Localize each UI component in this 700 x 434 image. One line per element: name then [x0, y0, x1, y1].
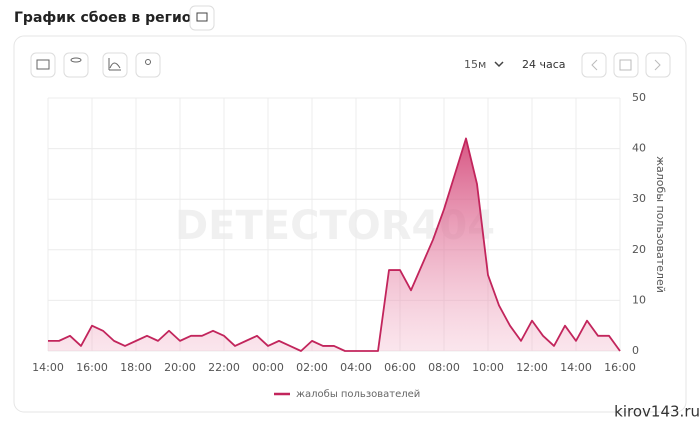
- data-button[interactable]: [63, 52, 89, 78]
- x-tick-label: 06:00: [384, 361, 416, 374]
- db-icon: [70, 57, 82, 63]
- x-tick-label: 04:00: [340, 361, 372, 374]
- y-tick-label: 50: [632, 91, 646, 104]
- prev-icon: [591, 59, 598, 71]
- x-tick-label: 14:00: [560, 361, 592, 374]
- camera-icon: [36, 59, 50, 70]
- line: [48, 137, 621, 352]
- interval-select[interactable]: 15м: [464, 58, 486, 71]
- chart-card: [13, 35, 687, 413]
- next-icon: [654, 59, 661, 71]
- next-button[interactable]: [645, 52, 671, 78]
- y-tick-label: 0: [632, 344, 639, 357]
- user-icon: [145, 59, 151, 65]
- calendar-button[interactable]: [613, 52, 639, 78]
- page-title: График сбоев в регионе: [14, 10, 211, 26]
- x-tick-label: 18:00: [120, 361, 152, 374]
- y-tick-label: 40: [632, 142, 646, 155]
- x-tick-label: 16:00: [76, 361, 108, 374]
- x-tick-label: 12:00: [516, 361, 548, 374]
- y-axis-title: жалобы пользователей: [654, 156, 667, 293]
- chart-icon: [108, 58, 121, 71]
- site-watermark: kirov143.ru: [614, 403, 700, 421]
- range-label[interactable]: 24 часа: [522, 58, 566, 71]
- y-tick-label: 30: [632, 192, 646, 205]
- x-tick-label: 20:00: [164, 361, 196, 374]
- user-button[interactable]: [135, 52, 161, 78]
- camera-button[interactable]: [30, 52, 56, 78]
- toolbar-left: [30, 52, 161, 78]
- chevron: [494, 61, 504, 68]
- view-icon: [196, 12, 208, 22]
- x-tick-label: 22:00: [208, 361, 240, 374]
- x-tick-label: 02:00: [296, 361, 328, 374]
- legend-label: жалобы пользователей: [296, 389, 420, 400]
- x-tick-label: 00:00: [252, 361, 284, 374]
- x-tick-label: 08:00: [428, 361, 460, 374]
- view-button[interactable]: [189, 5, 215, 31]
- prev-button[interactable]: [581, 52, 607, 78]
- y-tick-label: 10: [632, 293, 646, 306]
- x-tick-label: 16:00: [604, 361, 636, 374]
- chart-type-button[interactable]: [102, 52, 128, 78]
- x-tick-label: 14:00: [32, 361, 64, 374]
- x-tick-label: 10:00: [472, 361, 504, 374]
- calendar-icon: [619, 59, 632, 71]
- y-tick-label: 20: [632, 243, 646, 256]
- area-fill: [48, 138, 620, 351]
